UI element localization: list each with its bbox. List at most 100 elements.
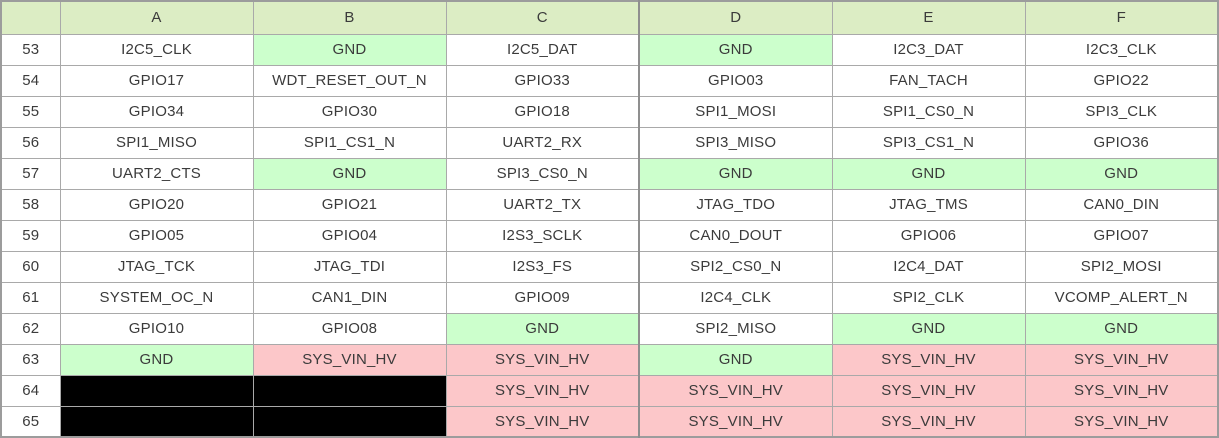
row-number-55: 55 [0,95,61,128]
cell-D53: GND [638,33,833,66]
cell-B53: GND [252,33,447,66]
cell-D58: JTAG_TDO [638,188,833,221]
cell-F53: I2C3_CLK [1024,33,1219,66]
table-row-62: 62 GPIO10 GPIO08 GND SPI2_MISO GND GND [0,312,1219,345]
cell-A55: GPIO34 [59,95,254,128]
cell-F64: SYS_VIN_HV [1024,374,1219,407]
column-header-A: A [59,0,254,35]
cell-D65: SYS_VIN_HV [638,405,833,438]
row-number-56: 56 [0,126,61,159]
row-number-53: 53 [0,33,61,66]
cell-D57: GND [638,157,833,190]
cell-B56: SPI1_CS1_N [252,126,447,159]
column-header-D: D [638,0,833,35]
row-number-57: 57 [0,157,61,190]
cell-B64 [252,374,447,407]
cell-D64: SYS_VIN_HV [638,374,833,407]
row-number-62: 62 [0,312,61,345]
cell-C53: I2C5_DAT [445,33,640,66]
cell-A56: SPI1_MISO [59,126,254,159]
cell-A65 [59,405,254,438]
cell-D61: I2C4_CLK [638,281,833,314]
cell-A54: GPIO17 [59,64,254,97]
cell-D62: SPI2_MISO [638,312,833,345]
column-header-B: B [252,0,447,35]
cell-C58: UART2_TX [445,188,640,221]
cell-E59: GPIO06 [831,219,1026,252]
cell-F62: GND [1024,312,1219,345]
corner-cell [0,0,61,35]
table-body: 53 I2C5_CLK GND I2C5_DAT GND I2C3_DAT I2C3_CLK… [0,33,1219,438]
column-header-C: C [445,0,640,35]
cell-C65: SYS_VIN_HV [445,405,640,438]
cell-D60: SPI2_CS0_N [638,250,833,283]
table-row-61: 61 SYSTEM_OC_N CAN1_DIN GPIO09 I2C4_CLK SPI2_… [0,281,1219,314]
cell-F55: SPI3_CLK [1024,95,1219,128]
cell-C57: SPI3_CS0_N [445,157,640,190]
cell-E55: SPI1_CS0_N [831,95,1026,128]
cell-F57: GND [1024,157,1219,190]
table-row-58: 58 GPIO20 GPIO21 UART2_TX JTAG_TDO JTAG_TMS CA… [0,188,1219,221]
row-number-65: 65 [0,405,61,438]
cell-A53: I2C5_CLK [59,33,254,66]
cell-A59: GPIO05 [59,219,254,252]
cell-E57: GND [831,157,1026,190]
cell-F56: GPIO36 [1024,126,1219,159]
cell-E60: I2C4_DAT [831,250,1026,283]
table-row-63: 63 GND SYS_VIN_HV SYS_VIN_HV GND SYS_VIN_HV SY… [0,343,1219,376]
cell-C59: I2S3_SCLK [445,219,640,252]
cell-B55: GPIO30 [252,95,447,128]
cell-F59: GPIO07 [1024,219,1219,252]
cell-C56: UART2_RX [445,126,640,159]
cell-E61: SPI2_CLK [831,281,1026,314]
table-row-65: 65 SYS_VIN_HV SYS_VIN_HV SYS_VIN_HV SYS_VIN_… [0,405,1219,438]
cell-B59: GPIO04 [252,219,447,252]
table-row-64: 64 SYS_VIN_HV SYS_VIN_HV SYS_VIN_HV SYS_VIN_… [0,374,1219,407]
table-row-53: 53 I2C5_CLK GND I2C5_DAT GND I2C3_DAT I2C3_CLK [0,33,1219,66]
cell-C62: GND [445,312,640,345]
cell-E56: SPI3_CS1_N [831,126,1026,159]
table-row-56: 56 SPI1_MISO SPI1_CS1_N UART2_RX SPI3_MISO SP… [0,126,1219,159]
row-number-59: 59 [0,219,61,252]
column-header-F: F [1024,0,1219,35]
row-number-61: 61 [0,281,61,314]
cell-C60: I2S3_FS [445,250,640,283]
cell-E63: SYS_VIN_HV [831,343,1026,376]
cell-F60: SPI2_MOSI [1024,250,1219,283]
cell-D54: GPIO03 [638,64,833,97]
cell-B57: GND [252,157,447,190]
cell-A61: SYSTEM_OC_N [59,281,254,314]
cell-A58: GPIO20 [59,188,254,221]
cell-E54: FAN_TACH [831,64,1026,97]
cell-E64: SYS_VIN_HV [831,374,1026,407]
cell-C64: SYS_VIN_HV [445,374,640,407]
cell-E53: I2C3_DAT [831,33,1026,66]
cell-C54: GPIO33 [445,64,640,97]
cell-B62: GPIO08 [252,312,447,345]
cell-A64 [59,374,254,407]
cell-D56: SPI3_MISO [638,126,833,159]
cell-B60: JTAG_TDI [252,250,447,283]
cell-E65: SYS_VIN_HV [831,405,1026,438]
cell-A57: UART2_CTS [59,157,254,190]
cell-B65 [252,405,447,438]
cell-B54: WDT_RESET_OUT_N [252,64,447,97]
row-number-54: 54 [0,64,61,97]
table-row-59: 59 GPIO05 GPIO04 I2S3_SCLK CAN0_DOUT GPIO06 GP… [0,219,1219,252]
cell-C55: GPIO18 [445,95,640,128]
table-row-55: 55 GPIO34 GPIO30 GPIO18 SPI1_MOSI SPI1_CS0_N S… [0,95,1219,128]
cell-D63: GND [638,343,833,376]
cell-C63: SYS_VIN_HV [445,343,640,376]
cell-B58: GPIO21 [252,188,447,221]
cell-A63: GND [59,343,254,376]
cell-D55: SPI1_MOSI [638,95,833,128]
row-number-60: 60 [0,250,61,283]
cell-F65: SYS_VIN_HV [1024,405,1219,438]
cell-B61: CAN1_DIN [252,281,447,314]
row-number-58: 58 [0,188,61,221]
column-header-E: E [831,0,1026,35]
row-number-64: 64 [0,374,61,407]
row-number-63: 63 [0,343,61,376]
